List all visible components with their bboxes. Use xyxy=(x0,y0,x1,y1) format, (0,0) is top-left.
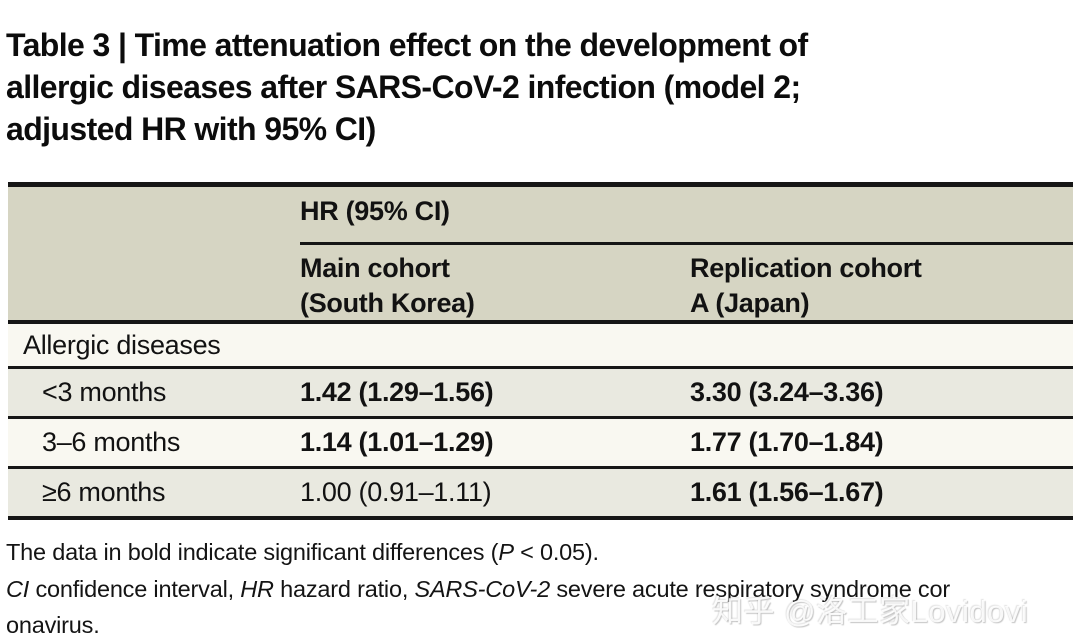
footnote-text-italic: P xyxy=(498,539,514,565)
hr-value-main: 1.14 (1.01–1.29) xyxy=(300,427,494,457)
table-footnotes: The data in bold indicate significant di… xyxy=(6,534,1076,638)
footnote-abbreviations-continued: onavirus. xyxy=(6,612,100,638)
hr-value-main: 1.42 (1.29–1.56) xyxy=(300,377,494,407)
header-group-label: HR (95% CI) xyxy=(300,196,450,226)
hr-value-replication: 1.61 (1.56–1.67) xyxy=(690,477,884,507)
hr-value-replication: 1.77 (1.70–1.84) xyxy=(690,427,884,457)
footnote-significance: The data in bold indicate significant di… xyxy=(6,534,1076,571)
hr-value-main: 1.00 (0.91–1.11) xyxy=(300,477,492,507)
table-title-line: Table 3 | Time attenuation effect on the… xyxy=(6,27,808,63)
footnote-text: confidence interval, xyxy=(29,575,241,602)
section-row-allergic-diseases: Allergic diseases xyxy=(8,320,1073,366)
results-table: HR (95% CI) Main cohort (South Korea) Re… xyxy=(8,182,1073,520)
header-col-replication-cohort: Replication cohort A (Japan) xyxy=(690,253,922,318)
header-group-underline xyxy=(300,242,1073,245)
hr-value-replication: 3.30 (3.24–3.36) xyxy=(690,377,884,407)
footnote-text: The data in bold indicate significant di… xyxy=(6,539,499,565)
table-header: HR (95% CI) Main cohort (South Korea) Re… xyxy=(8,187,1073,320)
table-title: Table 3 | Time attenuation effect on the… xyxy=(6,24,1046,150)
header-col-main-cohort: Main cohort (South Korea) xyxy=(300,253,475,318)
footnote-text-italic: CI xyxy=(6,575,30,602)
section-label: Allergic diseases xyxy=(23,329,221,360)
table-row: <3 months 1.42 (1.29–1.56) 3.30 (3.24–3.… xyxy=(8,366,1073,416)
footnote-abbreviations: CI confidence interval, HR hazard ratio,… xyxy=(6,571,1076,608)
table-row: 3–6 months 1.14 (1.01–1.29) 1.77 (1.70–1… xyxy=(8,416,1073,466)
row-label: <3 months xyxy=(42,377,167,407)
table-title-line: allergic diseases after SARS-CoV-2 infec… xyxy=(6,69,801,105)
footnote-text-italic: HR xyxy=(240,575,274,602)
footnote-text-italic: SARS-CoV-2 xyxy=(414,575,551,602)
table-title-line: adjusted HR with 95% CI) xyxy=(6,111,376,147)
footnote-text: hazard ratio, xyxy=(273,575,415,602)
table-row: ≥6 months 1.00 (0.91–1.11) 1.61 (1.56–1.… xyxy=(8,466,1073,516)
row-label: ≥6 months xyxy=(42,477,166,507)
footnote-text: severe acute respiratory syndrome cor xyxy=(550,575,950,602)
footnote-text: < 0.05). xyxy=(513,539,599,565)
row-label: 3–6 months xyxy=(42,427,181,457)
